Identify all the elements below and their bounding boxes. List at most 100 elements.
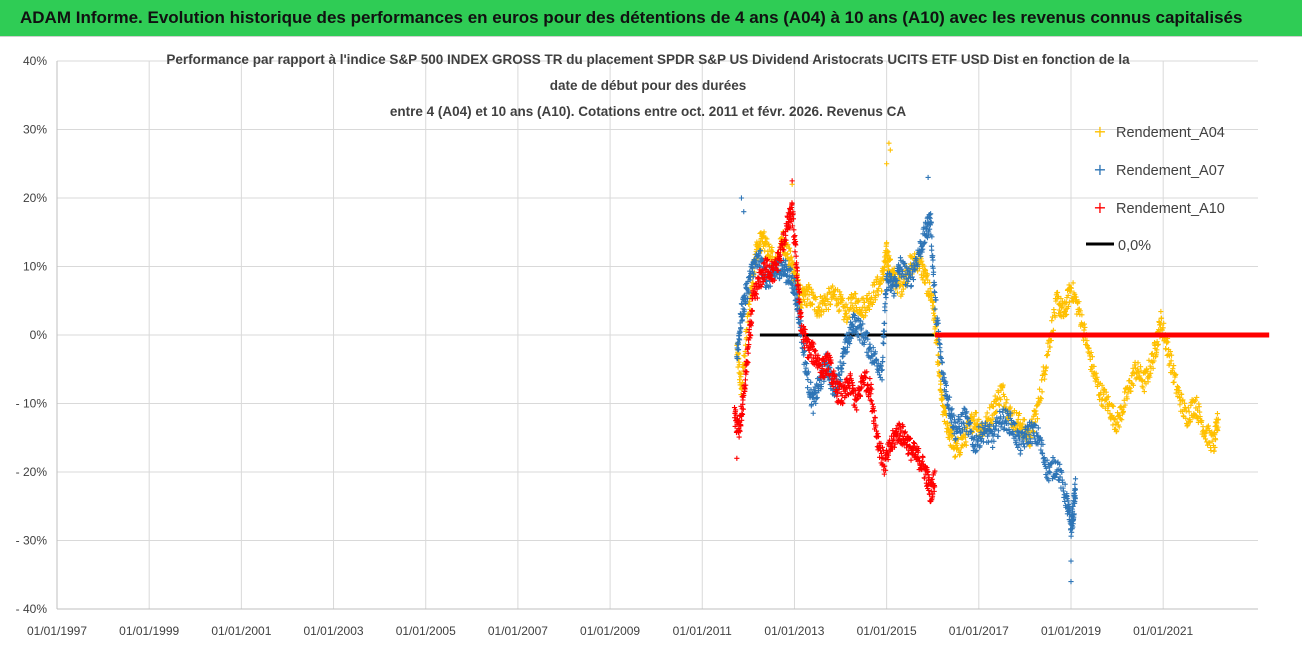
data-point	[739, 379, 745, 386]
data-point	[963, 442, 969, 448]
data-point	[748, 333, 754, 339]
data-point	[892, 271, 899, 277]
data-point	[990, 444, 996, 451]
data-point	[1179, 398, 1185, 404]
data-point	[1089, 354, 1095, 360]
y-tick-label: 40%	[23, 54, 47, 68]
data-point	[969, 434, 975, 440]
data-point	[882, 467, 889, 473]
data-point	[890, 428, 896, 434]
data-point	[744, 369, 750, 375]
legend-a07-marker: +	[1093, 160, 1106, 179]
data-point	[959, 427, 966, 433]
data-point	[1035, 425, 1041, 431]
data-point	[954, 441, 960, 447]
data-point	[746, 301, 752, 308]
data-point	[840, 400, 846, 406]
data-point	[794, 274, 800, 281]
data-point	[739, 410, 745, 417]
data-point	[929, 476, 935, 482]
legend-zero-label: 0,0%	[1118, 238, 1151, 254]
data-point	[1066, 282, 1072, 288]
data-point	[1187, 418, 1194, 424]
data-point	[932, 313, 938, 319]
data-point	[837, 359, 843, 365]
data-point	[1214, 410, 1221, 417]
data-point	[844, 344, 851, 350]
data-point	[1158, 308, 1164, 315]
data-point	[830, 384, 836, 390]
data-point	[788, 254, 794, 260]
data-point	[834, 393, 840, 399]
data-point	[841, 360, 847, 367]
data-point	[1158, 315, 1165, 321]
data-point	[785, 251, 791, 257]
data-point	[940, 371, 947, 377]
data-point	[1068, 285, 1075, 291]
data-point	[929, 247, 935, 253]
data-point	[869, 401, 875, 407]
data-point	[928, 211, 934, 217]
data-point	[1016, 436, 1023, 442]
data-point	[1057, 461, 1063, 467]
data-point	[891, 436, 897, 442]
data-point	[1105, 394, 1111, 400]
data-point	[746, 342, 752, 348]
data-point	[1110, 403, 1116, 409]
data-point	[769, 244, 775, 251]
data-point	[783, 232, 789, 238]
data-point	[1084, 338, 1090, 344]
data-point	[837, 289, 843, 295]
data-point	[852, 404, 858, 410]
data-point	[873, 422, 879, 428]
data-point	[1070, 280, 1076, 286]
data-point	[930, 257, 936, 263]
data-point	[883, 294, 889, 301]
data-point	[1047, 470, 1053, 476]
data-point	[922, 267, 929, 274]
data-point	[887, 147, 893, 153]
data-point	[747, 298, 753, 304]
data-point	[1036, 386, 1043, 392]
data-point	[998, 397, 1004, 403]
data-point	[853, 291, 859, 297]
data-point	[1026, 432, 1032, 438]
data-point	[752, 290, 759, 296]
data-point	[922, 239, 928, 245]
data-point	[840, 353, 846, 359]
data-point	[915, 445, 922, 452]
data-point	[843, 310, 850, 316]
data-point	[756, 251, 762, 257]
data-point	[984, 410, 990, 416]
data-point	[873, 279, 880, 285]
data-point	[875, 431, 881, 437]
data-point	[885, 249, 891, 255]
data-point	[858, 318, 864, 324]
data-point	[900, 423, 906, 430]
data-point	[960, 410, 966, 416]
data-point	[1048, 337, 1054, 344]
data-point	[946, 436, 953, 442]
data-point	[918, 253, 924, 259]
data-point	[1058, 309, 1064, 316]
data-point	[766, 241, 772, 247]
data-point	[732, 407, 739, 413]
data-point	[842, 311, 849, 317]
data-point	[734, 455, 740, 461]
data-point	[817, 362, 823, 368]
data-point	[1059, 469, 1065, 475]
data-point	[910, 440, 917, 446]
data-point	[804, 385, 811, 391]
data-point	[1039, 437, 1045, 443]
data-point	[741, 307, 747, 313]
data-point	[1000, 414, 1007, 420]
data-point	[1149, 350, 1155, 357]
x-tick-label: 01/01/2021	[1133, 624, 1193, 638]
data-point	[1194, 416, 1200, 422]
data-point	[932, 484, 938, 490]
data-point	[957, 450, 963, 456]
data-point	[934, 339, 940, 346]
data-point	[1082, 324, 1088, 331]
data-point	[873, 292, 879, 299]
data-point	[1146, 357, 1152, 363]
